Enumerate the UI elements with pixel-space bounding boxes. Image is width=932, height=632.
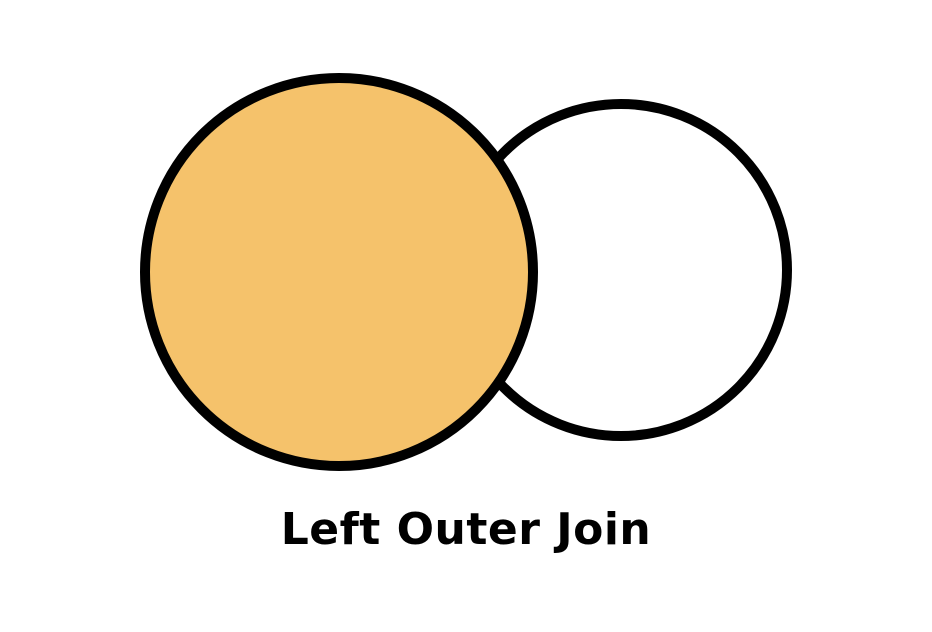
diagram-caption: Left Outer Join (280, 504, 652, 555)
left-set-circle (140, 73, 538, 471)
